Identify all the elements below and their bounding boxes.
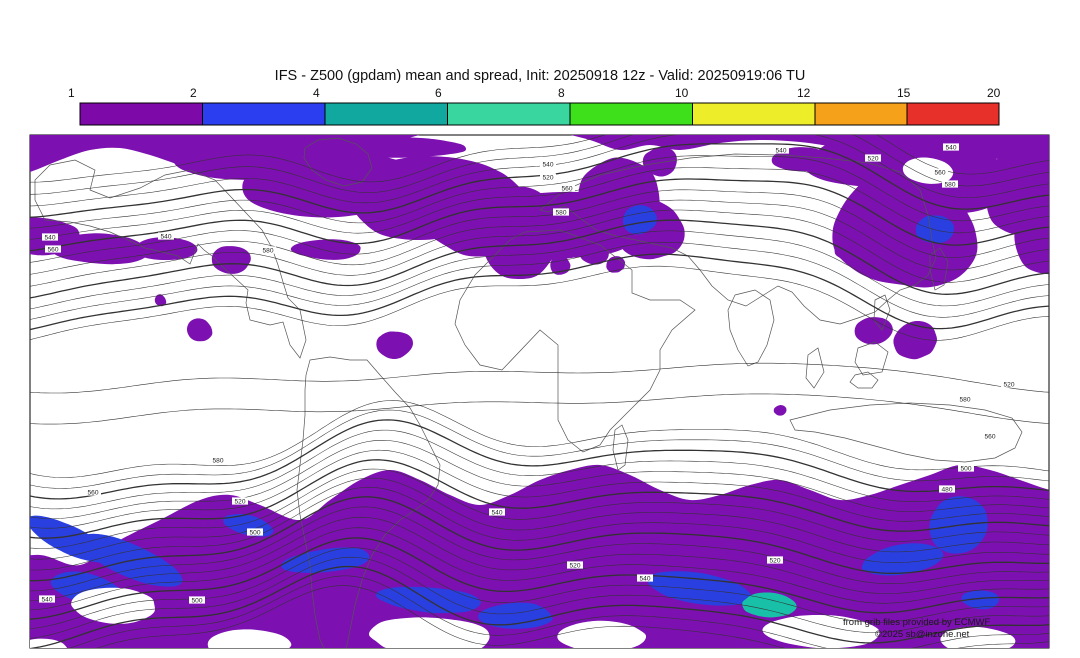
svg-text:500: 500 xyxy=(960,465,971,472)
svg-text:500: 500 xyxy=(249,529,260,536)
svg-text:520: 520 xyxy=(769,557,780,564)
svg-text:540: 540 xyxy=(160,233,171,240)
svg-text:500: 500 xyxy=(191,597,202,604)
svg-text:580: 580 xyxy=(944,181,955,188)
svg-text:540: 540 xyxy=(775,147,786,154)
svg-text:540: 540 xyxy=(945,144,956,151)
svg-text:580: 580 xyxy=(262,247,273,254)
svg-text:580: 580 xyxy=(959,396,970,403)
svg-text:520: 520 xyxy=(234,498,245,505)
svg-text:540: 540 xyxy=(41,596,52,603)
svg-text:560: 560 xyxy=(561,185,572,192)
svg-text:560: 560 xyxy=(934,169,945,176)
svg-text:480: 480 xyxy=(941,486,952,493)
svg-text:560: 560 xyxy=(984,433,995,440)
svg-text:580: 580 xyxy=(555,209,566,216)
svg-text:540: 540 xyxy=(542,161,553,168)
svg-text:580: 580 xyxy=(212,457,223,464)
svg-text:520: 520 xyxy=(542,174,553,181)
svg-text:520: 520 xyxy=(569,562,580,569)
svg-text:540: 540 xyxy=(44,234,55,241)
svg-text:560: 560 xyxy=(87,489,98,496)
svg-text:520: 520 xyxy=(1003,381,1014,388)
svg-text:540: 540 xyxy=(491,509,502,516)
svg-text:520: 520 xyxy=(867,155,878,162)
svg-text:560: 560 xyxy=(47,246,58,253)
svg-text:540: 540 xyxy=(639,575,650,582)
